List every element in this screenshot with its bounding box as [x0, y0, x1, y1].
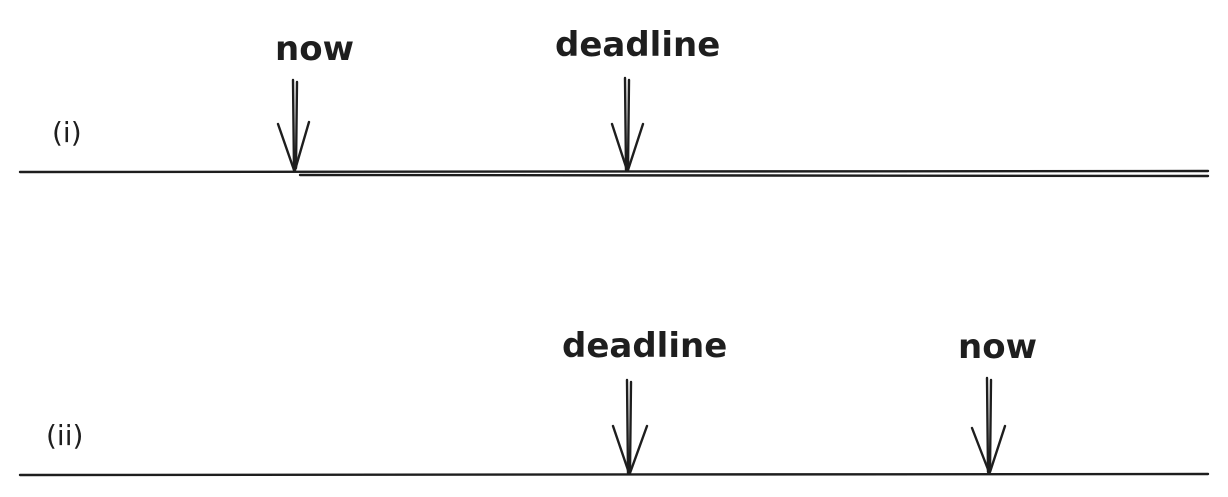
timeline-i-deadline-label: deadline — [555, 25, 720, 65]
timeline-i-marker-deadline: deadline — [555, 25, 720, 172]
timeline-ii-now-arrow — [970, 376, 1007, 474]
timeline-i-axis — [18, 169, 1210, 178]
timeline-ii-deadline-arrow — [611, 378, 649, 475]
timeline-i-deadline-arrow — [610, 76, 645, 172]
timeline-i-now-arrow — [276, 78, 311, 172]
timeline-i-marker-now: now — [275, 29, 354, 172]
timeline-i-label: (i) — [52, 116, 82, 149]
timeline-i-now-label: now — [275, 29, 354, 69]
timeline-ii-label: (ii) — [46, 419, 83, 452]
timeline-ii-marker-deadline: deadline — [562, 326, 727, 475]
timeline-ii-deadline-label: deadline — [562, 326, 727, 366]
timeline-ii: (ii) deadline now — [18, 326, 1210, 477]
timeline-ii-axis — [18, 472, 1210, 477]
timeline-ii-marker-now: now — [958, 327, 1037, 474]
timeline-ii-now-label: now — [958, 327, 1037, 367]
timeline-i: (i) now deadline — [18, 25, 1210, 178]
